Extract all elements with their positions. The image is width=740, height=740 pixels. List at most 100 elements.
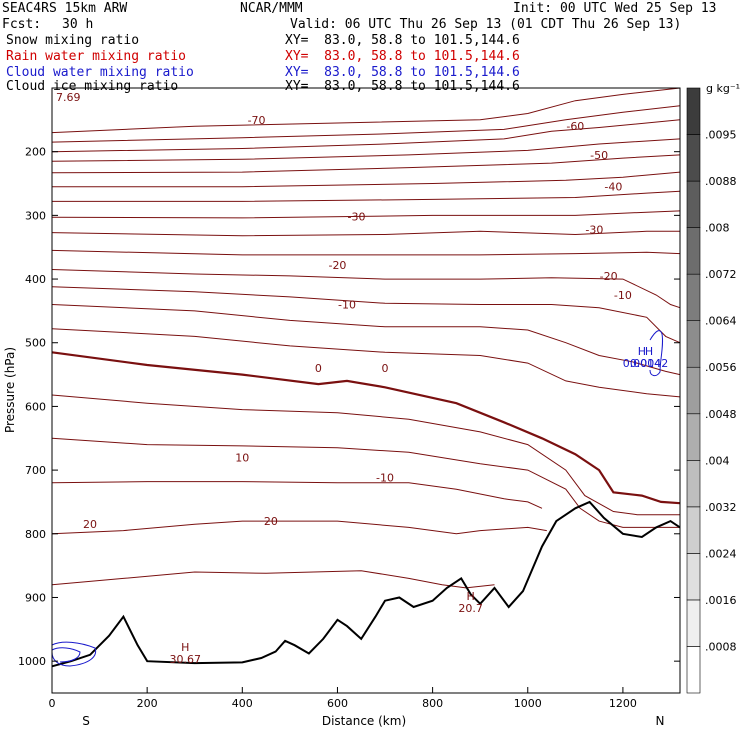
field-cloudwater-xy: XY= 83.0, 58.8 to 101.5,144.6 [285, 65, 520, 80]
y-tick-label: 900 [25, 591, 46, 604]
cloud-water-contour-north [649, 330, 664, 377]
colorbar-swatch [686, 506, 701, 554]
colorbar-swatch [686, 273, 701, 321]
colorbar-swatch [686, 87, 701, 135]
isotherm-layer [51, 87, 681, 589]
isotherm--15 [51, 286, 681, 344]
colorbar-swatch [686, 180, 701, 228]
isotherm--10 [51, 304, 681, 376]
colorbar-label: .0072 [705, 268, 737, 281]
isotherm-label: -10 [376, 472, 394, 485]
isotherm-label: -10 [614, 289, 632, 302]
isotherm-0 [51, 351, 681, 505]
isotherm-label: -10 [338, 299, 356, 312]
colorbar-swatch [686, 134, 701, 182]
colorbar-swatch [686, 599, 701, 647]
colorbar-label: .0048 [705, 408, 737, 421]
colorbar-label: .0024 [705, 547, 737, 560]
colorbar-swatch [686, 460, 701, 508]
extremum-value: 0.0042 [630, 357, 669, 370]
fcst-value: 30 h [62, 17, 94, 32]
x-tick-label: 200 [137, 697, 158, 710]
terrain-layer [51, 500, 681, 668]
x-axis-title: Distance (km) [322, 714, 406, 728]
colorbar-label: .004 [705, 454, 730, 467]
colorbar-label: .0064 [705, 315, 737, 328]
x-tick-label: 800 [422, 697, 443, 710]
colorbar-swatch [686, 646, 701, 694]
isotherm-label: -20 [600, 270, 618, 283]
y-tick-label: 800 [25, 528, 46, 541]
extremum-marker: H [467, 590, 475, 603]
cloud-water-contour-south-2 [51, 647, 81, 663]
colorbar-label: .0032 [705, 501, 737, 514]
isotherm-label: 0 [315, 362, 322, 375]
terrain-line [51, 500, 681, 668]
isotherm-label: -40 [604, 181, 622, 194]
y-axis-title: Pressure (hPa) [3, 347, 17, 433]
isotherm-label: 10 [235, 451, 249, 464]
valid-time: Valid: 06 UTC Thu 26 Sep 13 (01 CDT Thu … [290, 17, 682, 32]
field-rain-name: Rain water mixing ratio [6, 49, 187, 64]
y-tick-label: 700 [25, 464, 46, 477]
endpoint-south: S [82, 714, 90, 728]
colorbar-swatch [686, 553, 701, 601]
field-cloudice-name: Cloud ice mixing ratio [6, 79, 179, 94]
y-tick-label: 200 [25, 146, 46, 159]
field-cloudwater-name: Cloud water mixing ratio [6, 65, 194, 80]
isotherm-20 [51, 520, 547, 535]
isotherm-label: -70 [248, 114, 266, 127]
colorbar-swatch [686, 227, 701, 275]
isotherm-label: -30 [348, 211, 366, 224]
extremum-value: 0.0014 [623, 357, 662, 370]
field-cloudice-xy: XY= 83.0, 58.8 to 101.5,144.6 [285, 79, 520, 94]
label-layer: -70 -60 -50 -40 -30 -30 -20 -20 -10 -10 0 0 10 -10 20 2… [83, 114, 668, 666]
isotherm-label: 20 [83, 518, 97, 531]
isotherm--25 [51, 249, 681, 256]
colorbar-swatch [686, 413, 701, 461]
isotherm--40 [52, 190, 681, 202]
isotherm--60 [51, 119, 681, 153]
cloud-water-layer [51, 330, 664, 667]
x-tick-label: 1200 [609, 697, 637, 710]
colorbar-label: .008 [705, 222, 730, 235]
isotherm-label: -30 [585, 223, 603, 236]
colorbar-label: .0088 [705, 175, 737, 188]
model-name: SEAC4RS 15km ARW [2, 1, 128, 16]
extremum-value: 30.67 [169, 653, 201, 666]
isotherm--70 [51, 87, 681, 134]
isotherm--30 [51, 230, 680, 237]
fcst-label: Fcst: [2, 17, 42, 32]
colorbar-swatch [686, 320, 701, 368]
extremum-value: 20.7 [458, 602, 483, 615]
field-snow-name: Snow mixing ratio [6, 33, 140, 48]
x-tick-label: 400 [232, 697, 253, 710]
isotherm--50 [51, 154, 681, 174]
isotherm--65 [51, 105, 681, 143]
isotherm-5 [51, 394, 680, 516]
colorbar-label: .0008 [705, 640, 737, 653]
init-time: Init: 00 UTC Wed 25 Sep 13 [513, 1, 717, 16]
isotherm-15 [51, 481, 543, 509]
y-tick-label: 400 [25, 273, 46, 286]
plot-frame [51, 87, 681, 694]
isotherm-10 [51, 437, 680, 528]
colorbar-label: .0056 [705, 361, 737, 374]
isotherm-label: -50 [590, 149, 608, 162]
y-tick-label: 500 [25, 337, 46, 350]
isotherm-label: -20 [328, 259, 346, 272]
cloud-water-contour-south [51, 641, 97, 667]
top-left-value: 7.69 [56, 91, 81, 104]
colorbar-swatch [686, 366, 701, 415]
extremum-marker: H [645, 345, 653, 358]
y-tick-label: 300 [25, 209, 46, 222]
endpoint-north: N [656, 714, 665, 728]
y-tick-label: 1000 [18, 655, 46, 668]
isotherm-label: 20 [264, 515, 278, 528]
isotherm--35 [51, 210, 681, 219]
extremum-marker: H [181, 641, 189, 654]
isotherm-label: -60 [566, 120, 584, 133]
isotherm--5 [51, 328, 681, 398]
